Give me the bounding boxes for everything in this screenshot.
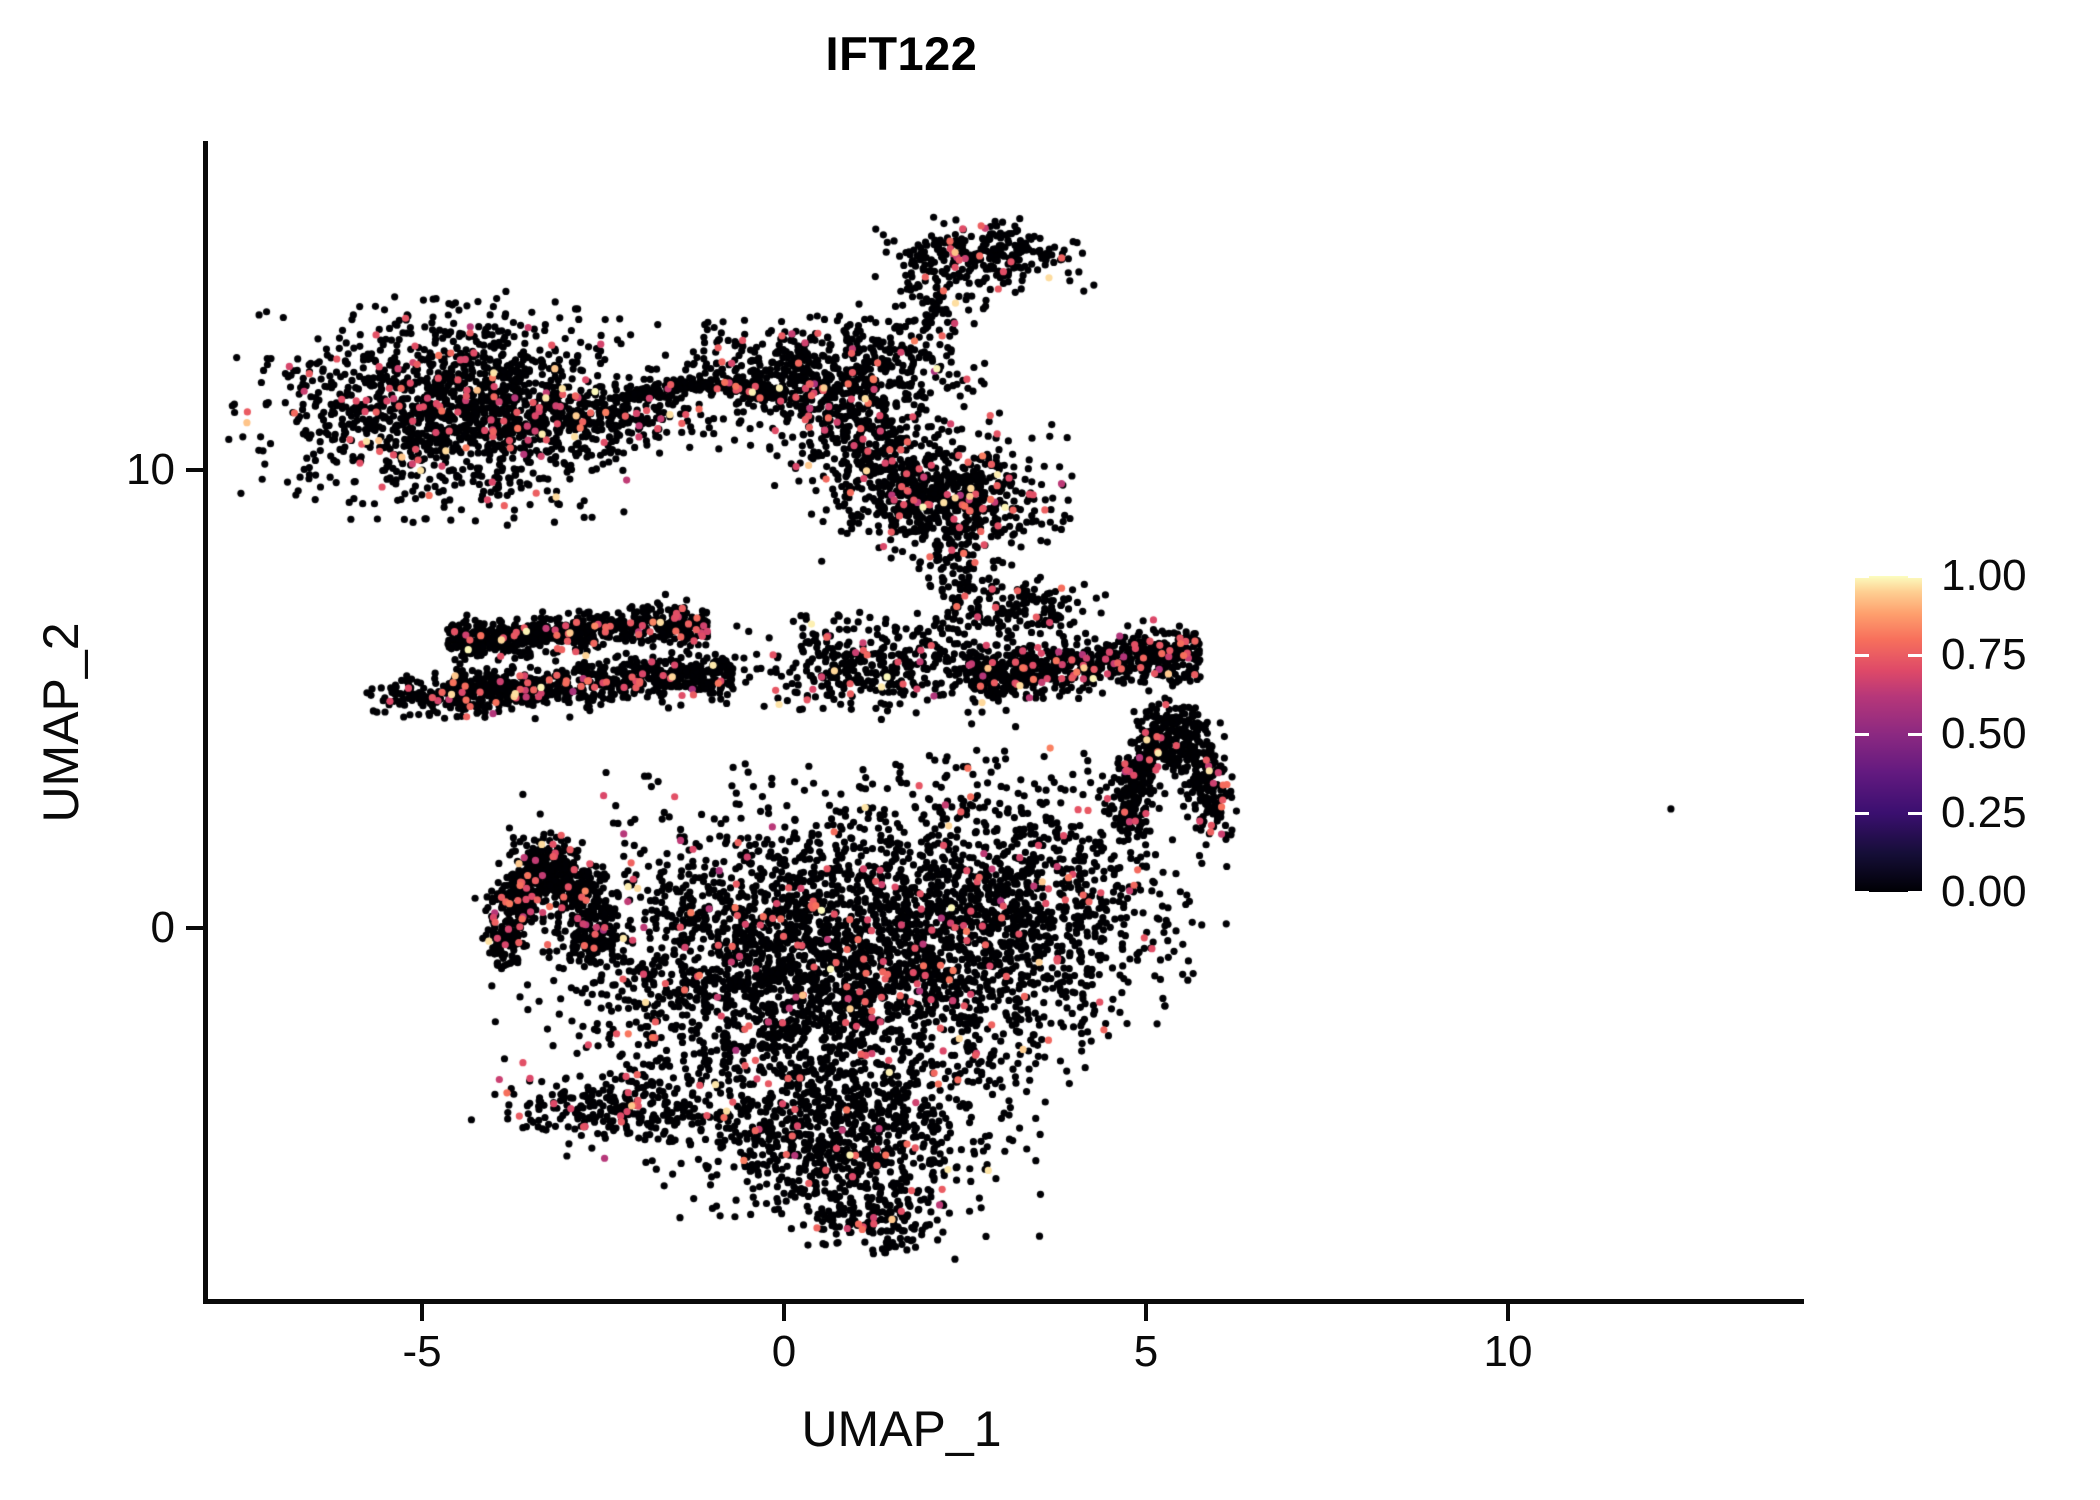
colorbar-tick-mark [1908, 574, 1922, 578]
x-tick-label: 0 [771, 1327, 797, 1376]
y-tick-mark [186, 468, 203, 472]
x-tick-label: 10 [1483, 1327, 1533, 1376]
y-axis-title: UMAP_2 [33, 622, 89, 823]
x-tick-label: 5 [1133, 1327, 1159, 1376]
x-tick-mark [1144, 1304, 1148, 1321]
x-tick-mark [782, 1304, 786, 1321]
x-tick-mark [1506, 1304, 1510, 1321]
x-tick-label: -5 [402, 1327, 442, 1376]
colorbar-tick-mark [1855, 653, 1869, 657]
colorbar-tick-mark [1908, 890, 1922, 894]
colorbar-tick-mark [1855, 890, 1869, 894]
colorbar-label: 0.00 [1941, 867, 2027, 916]
colorbar-tick-mark [1855, 732, 1869, 736]
colorbar-tick-mark [1855, 574, 1869, 578]
colorbar-tick-mark [1855, 811, 1869, 815]
colorbar-label: 0.50 [1941, 709, 2027, 758]
colorbar-tick-mark [1908, 653, 1922, 657]
y-tick-mark [186, 926, 203, 930]
x-axis-title: UMAP_1 [801, 1401, 1002, 1457]
colorbar-label: 0.75 [1941, 630, 2027, 679]
y-axis-line [203, 141, 208, 1304]
colorbar-tick-mark [1908, 732, 1922, 736]
colorbar-tick-mark [1908, 811, 1922, 815]
colorbar-label: 0.25 [1941, 788, 2027, 837]
y-tick-label: 10 [126, 445, 175, 494]
x-tick-mark [420, 1304, 424, 1321]
y-tick-label: 0 [150, 903, 175, 952]
colorbar-label: 1.00 [1941, 551, 2027, 600]
x-axis-line [203, 1299, 1804, 1304]
